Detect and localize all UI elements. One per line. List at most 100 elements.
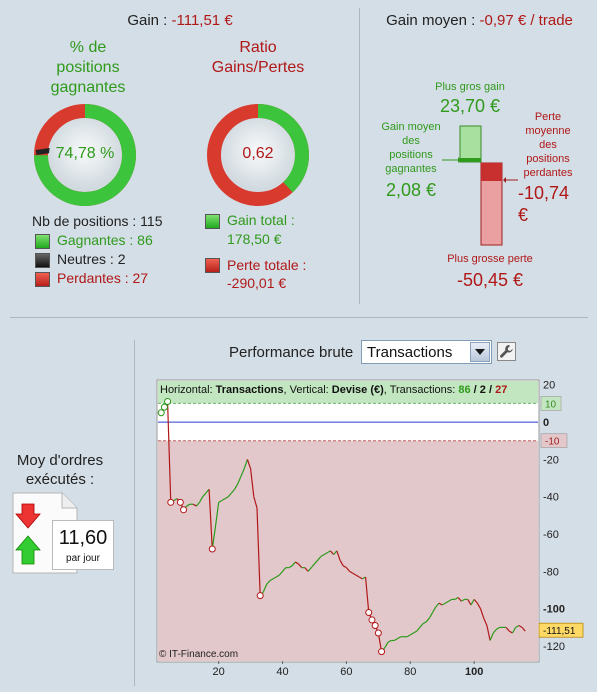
avg-gain-label-line: des xyxy=(402,135,420,147)
ratio-title-line: Gains/Pertes xyxy=(211,59,305,76)
equity-segment xyxy=(291,561,296,567)
equity-segment xyxy=(214,502,220,527)
equity-segment xyxy=(323,552,328,556)
loss-total-swatch xyxy=(205,258,220,273)
gain-total-value: 178,50 € xyxy=(227,231,282,247)
equity-segment xyxy=(310,563,315,569)
x-tick-label: 20 xyxy=(213,666,225,678)
equity-segment xyxy=(234,483,239,490)
equity-segment xyxy=(505,627,510,632)
lower-band xyxy=(158,440,538,661)
equity-segment xyxy=(278,571,283,576)
equity-segment xyxy=(416,627,421,632)
equity-segment xyxy=(298,563,303,569)
equity-segment xyxy=(227,492,232,498)
orders-label-line: Moy d'ordres xyxy=(16,452,104,469)
y-tick-label: 20 xyxy=(543,380,555,392)
performance-chart: 20 0 -20 -40 -60 -80 -100 -120 20 40 60 80 100 Hori… xyxy=(156,379,584,678)
equity-segment xyxy=(393,638,398,641)
equity-segment xyxy=(511,627,517,634)
max-loss-label: Plus grosse perte xyxy=(447,253,533,265)
vertical-separator-bottom xyxy=(134,340,135,686)
equity-segment xyxy=(240,468,245,477)
chart-header-t-label: , Transactions: xyxy=(384,384,459,396)
equity-segment xyxy=(246,459,252,469)
chart-header: Horizontal: Transactions, Vertical: Devi… xyxy=(160,384,507,396)
win-rate-center xyxy=(49,119,121,191)
equity-segment xyxy=(333,550,338,555)
equity-segment xyxy=(218,499,223,503)
avg-loss-label-line: des xyxy=(539,139,557,151)
equity-segment xyxy=(445,600,449,604)
y-tick-label: -40 xyxy=(543,492,559,504)
chart-settings-button[interactable] xyxy=(497,342,516,361)
winners-swatch xyxy=(35,234,50,249)
y-tick-label: -120 xyxy=(543,641,565,653)
orders-value: 11,60 xyxy=(58,527,108,549)
avg-loss-label-line: positions xyxy=(526,153,570,165)
chart-header-v-value: Devise (€) xyxy=(332,384,384,396)
performance-select-arrow[interactable] xyxy=(470,342,490,362)
average-gain-value: -0,97 € / trade xyxy=(479,12,573,29)
equity-segment xyxy=(307,567,312,572)
gain-loss-bars xyxy=(442,125,518,246)
wrench-icon xyxy=(500,345,513,358)
equity-segment xyxy=(432,606,437,613)
equity-segment xyxy=(208,489,213,550)
ratio-value: 0,62 xyxy=(242,145,274,162)
performance-title: Performance brute xyxy=(229,344,354,361)
y-tick-label: -100 xyxy=(543,604,565,616)
loss-marker xyxy=(208,545,216,553)
equity-segment xyxy=(269,578,274,582)
performance-select[interactable]: Transactions xyxy=(361,340,492,364)
gain-total-swatch xyxy=(205,214,220,229)
x-tick-label: 100 xyxy=(465,666,483,678)
total-gain-label: Gain : xyxy=(127,12,172,29)
loss-marker xyxy=(256,592,264,600)
equity-segment xyxy=(470,599,475,606)
equity-segment xyxy=(336,550,341,561)
equity-segment xyxy=(195,501,200,507)
avg-gain-label-line: Gain moyen xyxy=(381,121,441,133)
equity-segment xyxy=(406,634,411,638)
last-value-badge-bg xyxy=(538,622,584,638)
loss-total-label: Perte totale : xyxy=(227,257,307,273)
equity-segment xyxy=(422,621,427,625)
lower-band-badge-bg xyxy=(540,433,568,449)
equity-segment xyxy=(275,574,280,578)
equity-segment xyxy=(186,503,191,507)
equity-segment xyxy=(358,576,363,580)
losers-swatch xyxy=(35,272,50,287)
y-tick-label: 0 xyxy=(543,417,549,429)
equity-segment xyxy=(435,602,440,608)
equity-segment xyxy=(237,475,242,484)
win-rate-title-line: gagnantes xyxy=(50,79,126,96)
neutral-count: Neutres : 2 xyxy=(57,251,126,267)
equity-segment xyxy=(202,492,207,498)
loss-total-value: -290,01 € xyxy=(227,275,287,291)
avg-loss-label: Perte moyenne des positions perdantes xyxy=(518,110,578,180)
loss-marker xyxy=(167,498,175,506)
equity-segment xyxy=(266,580,271,585)
equity-segment xyxy=(314,559,319,565)
chart-header-h-value: Transactions xyxy=(216,384,284,396)
equity-segment xyxy=(352,572,357,576)
equity-segment xyxy=(461,598,465,602)
avg-loss-label-line: Perte xyxy=(534,111,562,123)
equity-segment xyxy=(486,625,491,641)
avg-loss-value: -10,74 € xyxy=(518,183,570,225)
equity-segment xyxy=(457,597,462,602)
y-tick-label: -80 xyxy=(543,566,559,578)
equity-segment xyxy=(329,550,335,555)
max-gain-bar xyxy=(459,125,482,163)
ratio-donut xyxy=(207,104,309,206)
chevron-down-icon xyxy=(475,349,485,355)
equity-segment xyxy=(508,630,513,634)
avg-gain-arrowhead xyxy=(458,157,461,163)
horizontal-separator xyxy=(10,317,588,318)
loss-marker xyxy=(368,616,376,624)
average-gain-label: Gain moyen : xyxy=(386,12,480,29)
equity-segment xyxy=(173,498,178,501)
equity-segment xyxy=(476,602,482,610)
upper-band-badge-bg xyxy=(540,396,562,411)
